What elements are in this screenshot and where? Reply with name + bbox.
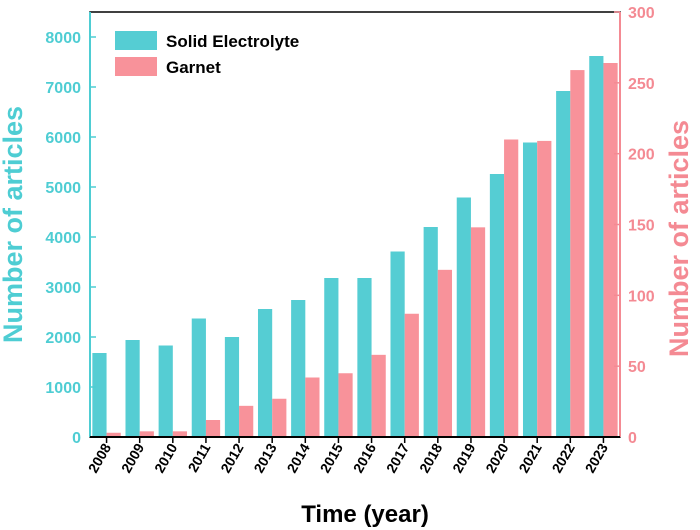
- bar-garnet-2008: [106, 432, 121, 437]
- bar-garnet-2023: [603, 63, 618, 437]
- bar-solid-electrolyte-2019: [456, 197, 471, 437]
- bar-solid-electrolyte-2011: [191, 318, 206, 437]
- x-tick-label-2022: 2022: [548, 440, 578, 475]
- x-tick-label-2019: 2019: [449, 440, 479, 475]
- left-tick-label-5000: 5000: [45, 180, 81, 197]
- bar-garnet-2019: [470, 227, 486, 437]
- bar-garnet-2009: [139, 431, 154, 437]
- bar-garnet-2010: [172, 431, 188, 437]
- x-tick-label-2023: 2023: [582, 440, 612, 475]
- bar-garnet-2016: [371, 354, 386, 437]
- bar-garnet-2022: [570, 70, 585, 437]
- legend: Solid Electrolyte Garnet: [115, 31, 299, 77]
- x-tick-label-2018: 2018: [416, 440, 446, 475]
- bar-solid-electrolyte-2009: [125, 340, 140, 437]
- bar-solid-electrolyte-2017: [390, 251, 405, 437]
- right-tick-label-0: 0: [628, 430, 637, 447]
- bar-garnet-2011: [205, 420, 221, 437]
- x-tick-label-2012: 2012: [217, 440, 247, 475]
- y-axis-label-left: Number of articles: [0, 106, 28, 343]
- bar-garnet-2012: [239, 405, 254, 437]
- bar-garnet-2020: [504, 139, 519, 437]
- legend-swatch-garnet: [115, 57, 157, 76]
- x-tick-label-2020: 2020: [482, 440, 512, 475]
- right-tick-label-300: 300: [628, 5, 655, 22]
- bar-solid-electrolyte-2012: [224, 337, 240, 437]
- x-tick-label-2008: 2008: [85, 440, 115, 475]
- x-tick-label-2011: 2011: [184, 440, 213, 474]
- bar-garnet-2017: [404, 313, 419, 437]
- legend-label-solid-electrolyte: Solid Electrolyte: [166, 32, 299, 51]
- right-tick-label-100: 100: [628, 288, 655, 305]
- left-tick-label-6000: 6000: [45, 130, 81, 147]
- x-tick-label-2016: 2016: [350, 440, 380, 475]
- bar-solid-electrolyte-2018: [423, 227, 438, 437]
- bar-solid-electrolyte-2023: [589, 56, 604, 437]
- left-tick-label-4000: 4000: [45, 230, 81, 247]
- bar-garnet-2018: [437, 269, 453, 437]
- bar-solid-electrolyte-2013: [257, 309, 273, 437]
- bars-layer: [92, 56, 618, 437]
- bar-solid-electrolyte-2022: [556, 91, 571, 437]
- right-tick-label-200: 200: [628, 147, 655, 164]
- right-tick-label-250: 250: [628, 76, 655, 93]
- bar-garnet-2013: [272, 398, 287, 437]
- left-tick-label-7000: 7000: [45, 80, 81, 97]
- left-axis: 0 1000 2000 3000 4000 5000 6000 7000 8000: [45, 12, 96, 447]
- left-tick-label-1000: 1000: [45, 380, 81, 397]
- x-tick-label-2009: 2009: [118, 440, 148, 475]
- bar-solid-electrolyte-2021: [522, 142, 538, 437]
- left-tick-label-3000: 3000: [45, 280, 81, 297]
- bar-solid-electrolyte-2010: [158, 345, 173, 437]
- left-tick-label-0: 0: [72, 430, 81, 447]
- bar-garnet-2015: [338, 373, 353, 437]
- bar-solid-electrolyte-2016: [357, 278, 372, 437]
- x-tick-label-2013: 2013: [250, 440, 280, 475]
- x-tick-label-2015: 2015: [317, 440, 347, 475]
- left-tick-label-2000: 2000: [45, 330, 81, 347]
- right-tick-label-150: 150: [628, 218, 655, 235]
- legend-swatch-solid-electrolyte: [115, 31, 157, 50]
- bar-solid-electrolyte-2020: [489, 174, 505, 437]
- x-tick-label-2017: 2017: [383, 440, 413, 475]
- legend-label-garnet: Garnet: [166, 58, 221, 77]
- x-tick-label-2021: 2021: [515, 440, 545, 475]
- bar-solid-electrolyte-2014: [291, 300, 306, 437]
- right-tick-label-50: 50: [628, 359, 646, 376]
- right-axis: 0 50 100 150 200 250 300: [614, 5, 655, 447]
- x-tick-label-2010: 2010: [151, 440, 181, 475]
- x-axis: 2008 2009 2010 2011 2012 2013 2014 2015 2016 2017…: [85, 436, 620, 475]
- y-axis-label-right: Number of articles: [664, 120, 694, 357]
- x-tick-label-2014: 2014: [283, 440, 313, 475]
- bar-garnet-2021: [537, 140, 552, 437]
- bar-solid-electrolyte-2015: [324, 278, 339, 437]
- x-axis-label: Time (year): [301, 501, 429, 528]
- left-tick-label-8000: 8000: [45, 30, 81, 47]
- bar-solid-electrolyte-2008: [92, 353, 107, 437]
- bar-garnet-2014: [305, 377, 320, 437]
